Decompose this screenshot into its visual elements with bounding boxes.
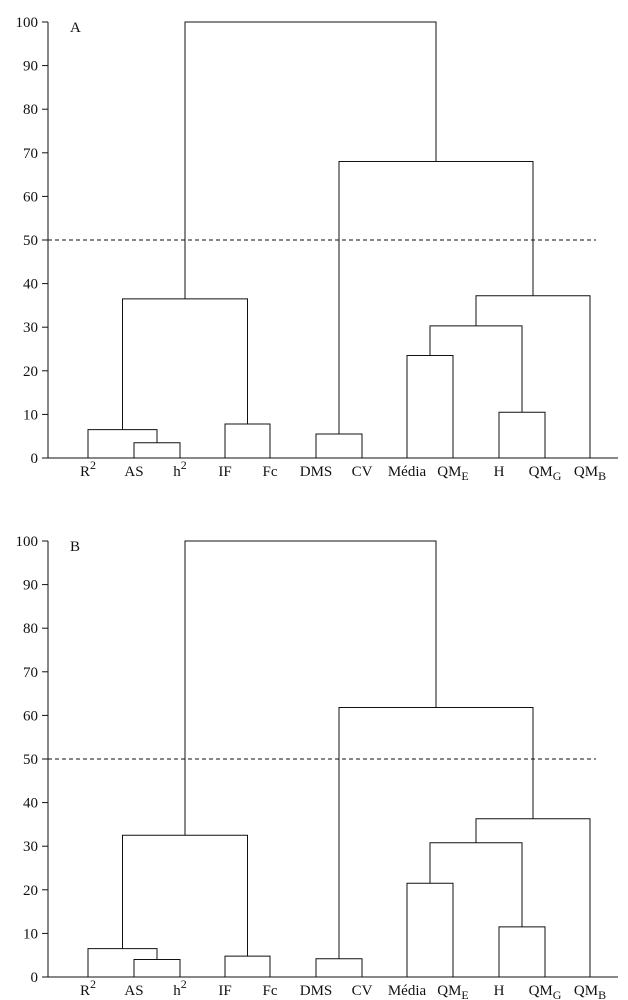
y-tick-label: 100 [16, 534, 39, 550]
leaf-label: CV [352, 983, 373, 999]
dendrogram-link [224, 423, 271, 458]
y-tick-label: 20 [23, 364, 38, 380]
y-tick-label: 40 [23, 277, 38, 293]
panel-label: A [70, 20, 81, 36]
leaf-label: R2 [80, 458, 96, 480]
panel-B: 0 10 20 30 40 50 60 70 80 90 100 B R2 AS h2 IF Fc DMS CV Mé… [16, 534, 618, 1000]
y-tick-label: 100 [16, 15, 39, 31]
dendrogram-link [224, 955, 271, 977]
leaf-label: QMG [529, 983, 562, 1000]
dendrogram-link [498, 411, 546, 458]
leaf-label: QME [437, 983, 469, 1000]
dendrogram-link [406, 355, 454, 458]
y-tick-label: 80 [23, 102, 38, 118]
leaf-label: DMS [300, 983, 333, 999]
leaf-label: Fc [263, 464, 278, 480]
y-tick-label: 0 [31, 451, 39, 467]
y-tick-label: 10 [23, 926, 38, 942]
dendrogram-link [406, 882, 454, 977]
leaf-label: CV [352, 464, 373, 480]
y-tick-label: 30 [23, 839, 38, 855]
dendrogram-link [475, 295, 591, 458]
panel-label: B [70, 539, 80, 555]
y-tick-label: 90 [23, 59, 38, 75]
leaf-label: QMB [574, 464, 606, 483]
leaf-label: QMG [529, 464, 562, 483]
dendrogram-link [122, 834, 248, 957]
y-tick-label: 70 [23, 146, 38, 162]
dendrogram-link [184, 540, 437, 836]
leaf-label: QME [437, 464, 469, 483]
leaf-label: h2 [173, 458, 187, 480]
dendrogram-link [338, 707, 534, 959]
leaf-label: R2 [80, 977, 96, 999]
y-tick-label: 40 [23, 796, 38, 812]
y-tick-label: 80 [23, 621, 38, 637]
leaf-label: Fc [263, 983, 278, 999]
dendrogram-link [315, 433, 363, 458]
y-tick-label: 90 [23, 578, 38, 594]
y-tick-label: 30 [23, 320, 38, 336]
leaf-label: QMB [574, 983, 606, 1000]
y-tick-label: 0 [31, 970, 39, 986]
y-tick-label: 10 [23, 407, 38, 423]
dendrogram-link [315, 958, 363, 977]
leaf-label: AS [124, 464, 143, 480]
leaf-label: AS [124, 983, 143, 999]
leaf-label: Média [388, 464, 427, 480]
dendrogram-link [338, 161, 534, 435]
leaf-label: h2 [173, 977, 187, 999]
y-tick-label: 20 [23, 883, 38, 899]
dendrogram-link [133, 442, 181, 458]
dendrogram-link [498, 926, 546, 977]
y-tick-label: 70 [23, 665, 38, 681]
leaf-label: H [494, 464, 505, 480]
y-tick-label: 60 [23, 189, 38, 205]
panel-A: 0 10 20 30 40 50 60 70 80 90 100 A R2 AS h2 IF Fc DMS CV Mé… [16, 15, 618, 483]
leaf-label: Média [388, 983, 427, 999]
dendrogram-link [184, 21, 437, 299]
leaf-label: IF [218, 464, 231, 480]
dendrogram-link [429, 325, 523, 413]
leaf-label: H [494, 983, 505, 999]
dendrogram-link [122, 298, 248, 430]
dendrogram-link [87, 948, 158, 977]
leaf-label: IF [218, 983, 231, 999]
dendrogram-link [87, 429, 158, 458]
y-tick-label: 50 [23, 233, 38, 249]
y-tick-label: 60 [23, 708, 38, 724]
dendrogram-link [133, 959, 181, 977]
dendrogram-link [429, 842, 523, 927]
leaf-label: DMS [300, 464, 333, 480]
y-tick-label: 50 [23, 752, 38, 768]
